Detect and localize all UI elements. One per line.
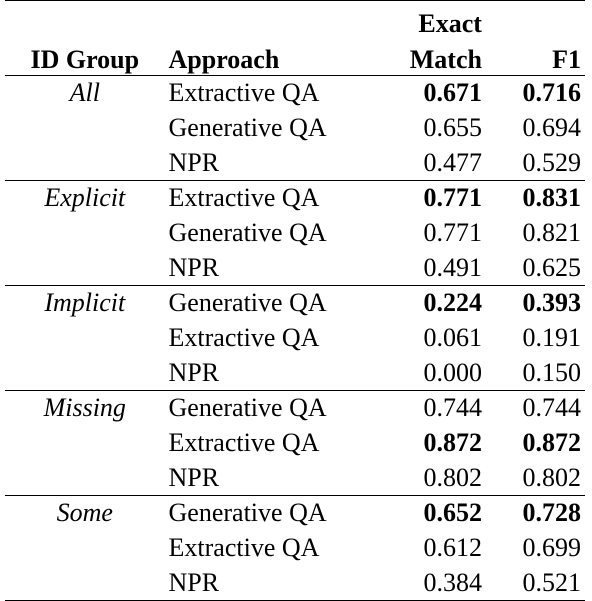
exact-match-cell: 0.224 xyxy=(423,288,482,318)
group-missing: Missing Generative QA 0.744 0.744 Extractive… xyxy=(5,390,585,496)
table-row: Explicit Extractive QA 0.771 0.831 xyxy=(5,181,585,216)
f1-cell: 0.728 xyxy=(522,498,582,528)
header-row-top: Exact xyxy=(5,0,585,38)
table-row: NPR 0.491 0.625 xyxy=(5,251,585,286)
table-header: Exact ID Group Approach Match F1 xyxy=(5,0,585,76)
approach-cell: Extractive QA xyxy=(168,183,320,213)
f1-cell: 0.150 xyxy=(522,357,582,387)
approach-cell: Extractive QA xyxy=(168,533,320,562)
header-approach: Approach xyxy=(168,45,280,74)
header-empty-group xyxy=(5,1,165,38)
approach-cell: Extractive QA xyxy=(168,78,320,108)
approach-cell: NPR xyxy=(168,357,220,387)
header-empty-f1 xyxy=(486,1,585,38)
f1-cell: 0.694 xyxy=(522,113,582,142)
table-row: Implicit Generative QA 0.224 0.393 xyxy=(5,286,585,321)
approach-cell: NPR xyxy=(168,147,220,177)
f1-cell: 0.802 xyxy=(522,462,582,492)
group-label: All xyxy=(69,78,100,107)
header-row-bottom: ID Group Approach Match F1 xyxy=(5,37,585,76)
approach-cell: Extractive QA xyxy=(168,323,320,352)
table-row: Extractive QA 0.612 0.699 xyxy=(5,531,585,566)
group-label: Missing xyxy=(43,393,126,422)
table-row: All Extractive QA 0.671 0.716 xyxy=(5,76,585,111)
exact-match-cell: 0.000 xyxy=(423,357,482,387)
group-label: Implicit xyxy=(44,288,126,317)
exact-match-cell: 0.612 xyxy=(423,533,482,562)
table-row: NPR 0.802 0.802 xyxy=(5,461,585,496)
group-label: Some xyxy=(56,498,113,527)
table-row: Extractive QA 0.061 0.191 xyxy=(5,321,585,356)
exact-match-cell: 0.771 xyxy=(423,183,482,213)
f1-cell: 0.393 xyxy=(522,288,582,318)
table-row: Missing Generative QA 0.744 0.744 xyxy=(5,391,585,426)
exact-match-cell: 0.652 xyxy=(423,498,482,528)
approach-cell: Generative QA xyxy=(168,393,327,423)
approach-cell: NPR xyxy=(168,252,220,282)
group-implicit: Implicit Generative QA 0.224 0.393 Extractiv… xyxy=(5,285,585,391)
header-id-group: ID Group xyxy=(30,45,140,74)
exact-match-cell: 0.655 xyxy=(423,113,482,142)
exact-match-cell: 0.491 xyxy=(423,252,482,282)
f1-cell: 0.744 xyxy=(522,393,582,423)
exact-match-cell: 0.671 xyxy=(423,78,482,108)
approach-cell: Extractive QA xyxy=(168,428,320,457)
approach-cell: Generative QA xyxy=(168,288,327,318)
exact-match-cell: 0.477 xyxy=(423,147,482,177)
f1-cell: 0.831 xyxy=(522,183,582,213)
approach-cell: Generative QA xyxy=(168,113,327,142)
header-exact-top: Exact xyxy=(418,9,482,38)
table-row: NPR 0.384 0.521 xyxy=(5,566,585,601)
group-all: All Extractive QA 0.671 0.716 Generative QA 0… xyxy=(5,76,585,181)
table-row: NPR 0.477 0.529 xyxy=(5,146,585,181)
exact-match-cell: 0.384 xyxy=(423,567,482,597)
f1-cell: 0.716 xyxy=(522,78,582,108)
header-exact-bottom: Match xyxy=(409,45,482,74)
table-row: Extractive QA 0.872 0.872 xyxy=(5,426,585,461)
exact-match-cell: 0.771 xyxy=(423,218,482,247)
table-row: Generative QA 0.771 0.821 xyxy=(5,216,585,251)
f1-cell: 0.529 xyxy=(522,147,582,177)
approach-cell: NPR xyxy=(168,462,220,492)
f1-cell: 0.872 xyxy=(522,428,582,457)
f1-cell: 0.191 xyxy=(522,323,582,352)
group-label: Explicit xyxy=(44,183,126,212)
results-table: Exact ID Group Approach Match F1 All Extr… xyxy=(5,0,585,601)
table-row: NPR 0.000 0.150 xyxy=(5,356,585,391)
exact-match-cell: 0.744 xyxy=(423,393,482,423)
approach-cell: Generative QA xyxy=(168,218,327,247)
f1-cell: 0.625 xyxy=(522,252,582,282)
f1-cell: 0.521 xyxy=(522,567,582,597)
group-explicit: Explicit Extractive QA 0.771 0.831 Generativ… xyxy=(5,180,585,286)
exact-match-cell: 0.061 xyxy=(423,323,482,352)
approach-cell: Generative QA xyxy=(168,498,327,528)
header-f1: F1 xyxy=(552,45,581,74)
f1-cell: 0.821 xyxy=(522,218,582,247)
table-row: Some Generative QA 0.652 0.728 xyxy=(5,496,585,531)
group-some: Some Generative QA 0.652 0.728 Extractive QA… xyxy=(5,495,585,601)
exact-match-cell: 0.872 xyxy=(423,428,482,457)
exact-match-cell: 0.802 xyxy=(423,462,482,492)
table-row: Generative QA 0.655 0.694 xyxy=(5,111,585,146)
f1-cell: 0.699 xyxy=(522,533,582,562)
header-empty-approach xyxy=(165,1,373,38)
approach-cell: NPR xyxy=(168,567,220,597)
